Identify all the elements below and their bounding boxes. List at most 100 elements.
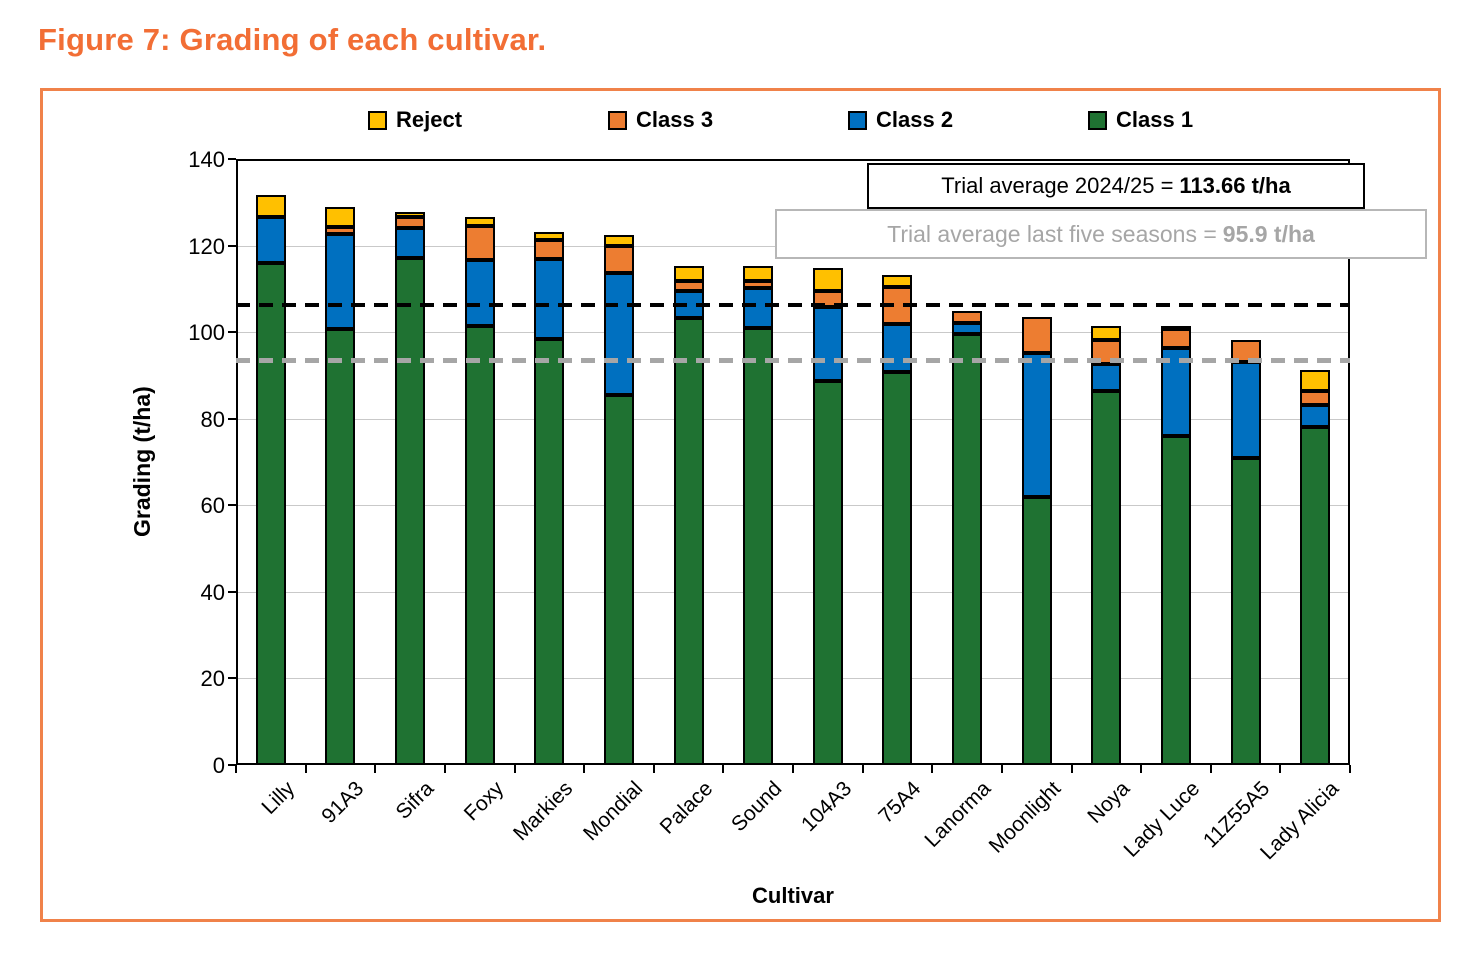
- x-axis-tick: [1000, 765, 1003, 773]
- bar-75a4-class-1: [882, 372, 913, 765]
- legend-swatch-class-1: [1088, 110, 1107, 130]
- legend-label-class-1: Class 1: [1116, 107, 1194, 132]
- bar-mondial-reject: [603, 235, 634, 246]
- gridline: [236, 678, 1350, 680]
- x-axis-tick: [1140, 765, 1143, 773]
- x-axis-tick: [513, 765, 516, 773]
- y-axis-title: Grading (t/ha): [129, 386, 155, 538]
- bar-noya-class-2: [1091, 363, 1122, 391]
- bar-91a3-class-3: [325, 227, 356, 235]
- bar-foxy-class-2: [464, 259, 495, 326]
- bar-104a3-class-2: [812, 307, 843, 382]
- bar-91a3-class-2: [325, 234, 356, 330]
- bar-lanorma-class-3: [952, 310, 983, 324]
- chart-figure: Reject Class 3 Class 2 Class 1 0 20 40 60 80 100…: [40, 88, 1441, 922]
- bar-markies-reject: [534, 231, 565, 240]
- x-axis-tick: [722, 765, 725, 773]
- y-axis-tick: [228, 677, 236, 680]
- x-axis-label-sound: Sound: [727, 777, 787, 837]
- bar-11z55a5-class-1: [1230, 457, 1261, 765]
- x-axis-tick: [792, 765, 794, 773]
- bar-sound-class-2: [743, 287, 774, 328]
- legend-item-reject: Reject: [368, 107, 462, 133]
- x-axis-tick: [931, 765, 934, 773]
- legend-item-class-1: Class 1: [1088, 107, 1193, 133]
- legend-label-reject: Reject: [396, 107, 463, 132]
- legend-item-class-2: Class 2: [848, 107, 953, 133]
- y-axis-tick: [228, 504, 236, 507]
- x-axis-tick: [374, 765, 377, 773]
- trial-average-five-seasons-text: Trial average last five seasons =: [887, 220, 1217, 247]
- bar-lilly-class-2: [255, 216, 286, 263]
- bar-moonlight-class-1: [1021, 496, 1052, 765]
- bar-foxy-reject: [464, 217, 495, 227]
- x-axis-label-mondial: Mondial: [578, 777, 648, 846]
- y-axis-tick: [228, 417, 236, 420]
- x-axis-tick: [652, 765, 655, 773]
- legend-label-class-2: Class 2: [876, 107, 954, 132]
- x-axis-tick: [861, 765, 864, 773]
- gridline: [236, 332, 1350, 334]
- bar-mondial-class-3: [603, 245, 634, 273]
- bar-sifra-class-3: [395, 217, 426, 229]
- bar-91a3-class-1: [325, 329, 356, 765]
- y-axis-tick-label: 120: [188, 233, 225, 259]
- bar-75a4-class-2: [882, 323, 913, 373]
- y-axis-tick-label: 80: [200, 406, 225, 432]
- bar-moonlight-class-3: [1021, 316, 1052, 353]
- bar-noya-class-1: [1091, 390, 1122, 765]
- bar-11z55a5-class-2: [1230, 361, 1261, 458]
- bar-markies-class-3: [534, 239, 565, 259]
- bar-foxy-class-1: [464, 325, 495, 765]
- x-axis-tick: [1279, 765, 1282, 773]
- trial-average-2024-25-value: 113.66 t/ha: [1179, 173, 1291, 198]
- bar-mondial-class-1: [603, 394, 634, 765]
- y-axis-tick: [228, 331, 236, 334]
- x-axis-label-palace: Palace: [655, 777, 717, 839]
- bar-foxy-class-3: [464, 226, 495, 260]
- y-axis-tick: [228, 764, 236, 766]
- y-axis-tick-label: 100: [188, 320, 225, 346]
- reference-line-trial-average-2024-25: [236, 303, 1350, 308]
- y-axis-tick-label: 60: [200, 493, 225, 519]
- x-axis-tick: [583, 765, 586, 773]
- bar-lady-alicia-class-1: [1300, 427, 1331, 765]
- y-axis-tick: [228, 590, 236, 593]
- bar-lanorma-class-1: [952, 334, 983, 765]
- x-axis-label-moonlight: Moonlight: [984, 777, 1065, 858]
- x-axis-label-lilly: Lilly: [257, 777, 300, 819]
- x-axis-label-104a3: 104A3: [796, 777, 857, 837]
- gridline: [236, 505, 1350, 507]
- legend-item-class-3: Class 3: [608, 107, 713, 133]
- bar-sifra-class-1: [395, 258, 426, 765]
- bar-sound-class-3: [743, 280, 774, 288]
- trial-average-2024-25-annotation: Trial average 2024/25 = 113.66 t/ha: [867, 163, 1365, 209]
- x-axis-label-noya: Noya: [1083, 777, 1135, 828]
- trial-average-2024-25-text: Trial average 2024/25 =: [941, 173, 1174, 198]
- bar-104a3-reject: [812, 268, 843, 292]
- y-axis-tick-label: 0: [212, 753, 225, 778]
- reference-line-trial-average-last-five-seasons: [236, 358, 1350, 364]
- bar-lilly-class-1: [255, 262, 286, 765]
- x-axis-tick: [443, 765, 446, 773]
- y-axis-tick-label: 140: [188, 147, 225, 172]
- bar-lady-alicia-reject: [1300, 369, 1331, 391]
- bar-sifra-reject: [395, 212, 426, 218]
- bar-lady-alicia-class-2: [1300, 405, 1331, 428]
- bar-lilly-reject: [255, 194, 286, 217]
- bar-markies-class-1: [534, 339, 565, 765]
- legend-swatch-class-2: [848, 110, 867, 130]
- x-axis-label-foxy: Foxy: [459, 777, 508, 826]
- bar-markies-class-2: [534, 258, 565, 340]
- figure-title: Figure 7: Grading of each cultivar.: [38, 22, 547, 57]
- legend-swatch-class-3: [608, 110, 627, 130]
- y-axis-tick-label: 40: [200, 579, 225, 605]
- x-axis-tick: [1349, 765, 1351, 773]
- x-axis-title: Cultivar: [752, 883, 834, 908]
- bar-palace-class-1: [673, 318, 704, 765]
- bar-moonlight-class-2: [1021, 352, 1052, 497]
- legend-swatch-reject: [368, 110, 387, 130]
- x-axis-label-91a3: 91A3: [317, 777, 369, 828]
- bar-75a4-reject: [882, 274, 913, 287]
